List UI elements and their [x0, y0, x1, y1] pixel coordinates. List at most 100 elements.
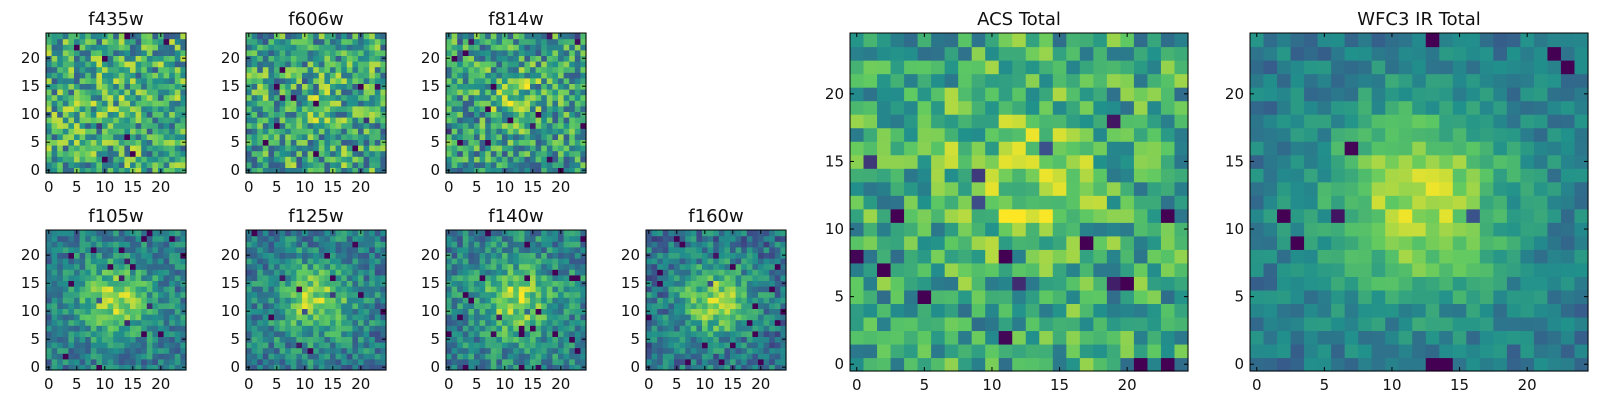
heatmap-cell: [758, 263, 765, 270]
heatmap-cell: [279, 117, 286, 124]
heatmap-cell: [79, 319, 86, 326]
heatmap-cell: [313, 308, 320, 315]
heatmap-cell: [971, 181, 986, 196]
heatmap-cell: [724, 353, 731, 360]
heatmap-cell: [318, 246, 325, 253]
heatmap-cell: [174, 286, 181, 293]
heatmap-cell: [507, 358, 514, 365]
heatmap-cell: [462, 72, 469, 79]
heatmap-cell: [352, 291, 359, 298]
heatmap-cell: [496, 33, 503, 40]
heatmap-cell: [169, 72, 176, 79]
heatmap-cell: [274, 117, 281, 124]
heatmap-cell: [1012, 195, 1027, 210]
heatmap-cell: [74, 128, 81, 135]
heatmap-cell: [485, 72, 492, 79]
heatmap-cell: [118, 314, 125, 321]
heatmap-cell: [507, 353, 514, 360]
heatmap-cell: [124, 72, 131, 79]
heatmap-cell: [490, 145, 497, 152]
heatmap-cell: [446, 274, 453, 281]
heatmap-cell: [1093, 316, 1108, 332]
heatmap-cell: [651, 364, 658, 371]
heatmap-cell: [363, 145, 370, 152]
heatmap-cell: [490, 286, 497, 293]
heatmap-cell: [679, 258, 686, 265]
heatmap-cell: [563, 246, 570, 253]
heatmap-cell: [690, 336, 697, 343]
heatmap-cell: [1039, 357, 1054, 372]
heatmap-cell: [74, 347, 81, 354]
heatmap-cell: [369, 133, 376, 140]
heatmap-cell: [358, 325, 365, 332]
heatmap-cell: [174, 55, 181, 62]
heatmap-cell: [169, 111, 176, 118]
heatmap-cell: [169, 167, 176, 174]
heatmap-cell: [124, 145, 131, 152]
heatmap-cell: [552, 117, 559, 124]
heatmap-cell: [96, 291, 103, 298]
heatmap-cell: [279, 308, 286, 315]
heatmap-cell: [580, 156, 587, 163]
heatmap-cell: [141, 364, 148, 371]
heatmap-cell: [74, 291, 81, 298]
heatmap-cell: [246, 235, 253, 242]
heatmap-cell: [563, 291, 570, 298]
heatmap-cell: [85, 274, 92, 281]
heatmap-cell: [468, 72, 475, 79]
heatmap-cell: [552, 49, 559, 56]
heatmap-cell: [46, 342, 53, 349]
heatmap-cell: [474, 297, 481, 304]
heatmap-cell: [518, 133, 525, 140]
heatmap-cell: [352, 358, 359, 365]
heatmap-cell: [158, 353, 165, 360]
heatmap-cell: [341, 246, 348, 253]
heatmap-cell: [330, 89, 337, 96]
heatmap-cell: [735, 319, 742, 326]
heatmap-cell: [285, 319, 292, 326]
heatmap-cell: [496, 252, 503, 259]
x-tick-label: 10: [495, 375, 514, 393]
heatmap-cell: [702, 358, 709, 365]
heatmap-cell: [341, 230, 348, 237]
heatmap-cell: [931, 249, 946, 264]
heatmap-cell: [685, 330, 692, 337]
heatmap-cell: [462, 77, 469, 84]
heatmap-cell: [141, 55, 148, 62]
heatmap-cell: [374, 280, 381, 287]
heatmap-cell: [341, 325, 348, 332]
heatmap-cell: [462, 44, 469, 51]
heatmap-cell: [752, 246, 759, 253]
heatmap-cell: [68, 353, 75, 360]
heatmap-cell: [718, 252, 725, 259]
heatmap-cell: [352, 150, 359, 157]
heatmap-cell: [1160, 316, 1176, 332]
heatmap-cell: [563, 325, 570, 332]
heatmap-cell: [1174, 208, 1189, 223]
heatmap-cell: [163, 161, 170, 168]
heatmap-cell: [474, 61, 481, 68]
heatmap-cell: [346, 55, 353, 62]
heatmap-cell: [158, 55, 165, 62]
heatmap-cell: [380, 342, 387, 349]
heatmap-cell: [485, 230, 492, 237]
heatmap-cell: [163, 89, 170, 96]
heatmap-cell: [113, 364, 120, 371]
heatmap-cell: [335, 280, 342, 287]
heatmap-cell: [558, 55, 565, 62]
heatmap-cell: [135, 89, 142, 96]
heatmap-cell: [274, 246, 281, 253]
heatmap-cell: [296, 161, 303, 168]
heatmap-cell: [530, 105, 537, 112]
heatmap-cell: [380, 38, 387, 45]
heatmap-cell: [57, 325, 64, 332]
heatmap-cell: [107, 314, 114, 321]
heatmap-cell: [102, 89, 109, 96]
heatmap-cell: [574, 302, 581, 309]
heatmap-cell: [674, 347, 681, 354]
heatmap-cell: [46, 347, 53, 354]
heatmap-cell: [363, 128, 370, 135]
heatmap-cell: [546, 319, 553, 326]
heatmap-cell: [713, 235, 720, 242]
heatmap-cell: [74, 314, 81, 321]
